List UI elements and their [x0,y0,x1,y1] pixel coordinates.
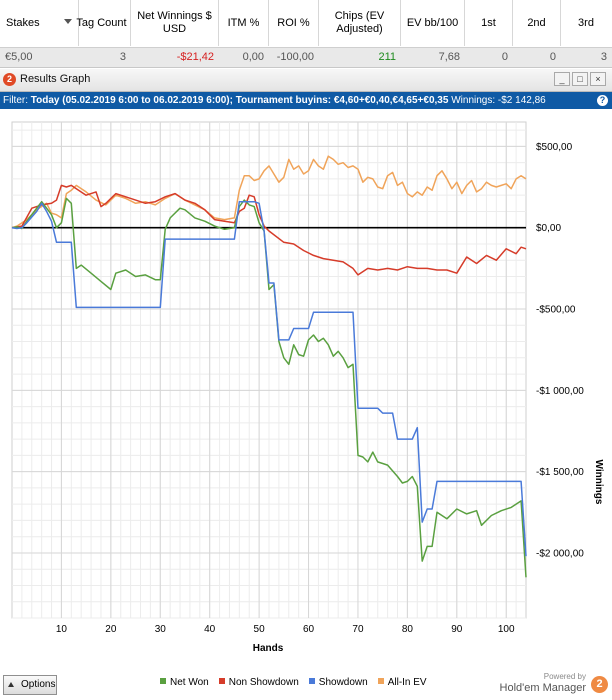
x-tick-label: 40 [204,624,216,635]
cell-ev-bb100: 7,68 [438,51,460,63]
chart-grid [11,121,527,619]
column-header-ev-bb100[interactable]: EV bb/100 [401,0,465,46]
minimize-button[interactable]: _ [554,72,570,86]
x-tick-label: 30 [155,624,167,635]
maximize-button[interactable]: □ [572,72,588,86]
column-header-stakes[interactable]: Stakes [0,0,79,46]
filter-label: Filter: [3,95,31,106]
y-axis-ticks: $500,00 $0,00 -$500,00 -$1 000,00 -$1 500,00… [536,142,584,560]
column-header-3rd[interactable]: 3rd [578,16,594,29]
series-line-all-in-ev [11,155,527,229]
column-header-net-winnings[interactable]: Net Winnings $ USD [131,0,219,46]
y-axis-label: Winnings [593,460,604,505]
series-line-showdown [11,200,527,557]
y-tick-label: $0,00 [536,223,561,234]
legend-item: All-In EV [377,677,427,688]
legend-label: Net Won [170,677,209,688]
table-row[interactable]: €5,00 3 -$21,42 0,00 -100,00 211 7,68 0 … [0,47,612,67]
cell-1st: 0 [501,51,508,63]
x-tick-label: 90 [451,624,463,635]
help-icon[interactable]: ? [597,95,608,106]
legend-item: Non Showdown [218,677,299,688]
cell-itm: 0,00 [242,51,264,63]
column-header-2nd[interactable]: 2nd [513,0,561,46]
chart-series [11,155,527,578]
x-axis-label: Hands [253,643,284,654]
cell-stakes: €5,00 [5,51,33,63]
filter-date: Today (05.02.2019 6:00 to 06.02.2019 6:0… [30,95,233,106]
powered-by-text: Powered by [543,672,586,681]
close-button[interactable]: × [590,72,606,86]
column-header-chips-ev[interactable]: Chips (EV Adjusted) [319,0,401,46]
cell-3rd: 3 [600,51,607,63]
window-title: Results Graph [20,73,91,85]
column-header-itm[interactable]: ITM % [219,0,269,46]
bottom-bar: Options Net Won Non Showdown Showdown All-I… [0,670,612,700]
filter-buyins: Tournament buyins: €4,60+€0,40,€4,65+€0,… [235,95,449,106]
x-tick-label: 50 [254,624,266,635]
x-tick-label: 10 [56,624,68,635]
legend-swatch [160,678,166,685]
y-tick-label: -$1 000,00 [536,386,584,397]
y-tick-label: -$2 000,00 [536,548,584,559]
x-tick-label: 100 [498,624,515,635]
filter-winnings: Winnings: -$2 142,86 [451,95,546,106]
column-header-1st[interactable]: 1st [465,0,513,46]
sort-arrow-icon[interactable] [64,19,72,24]
window-title-bar[interactable]: 2 Results Graph _ □ × [0,69,612,92]
y-tick-label: -$1 500,00 [536,467,584,478]
series-line-non-showdown [11,184,527,276]
legend-item: Showdown [308,677,368,688]
series-line-net-won [11,197,527,578]
y-tick-label: -$500,00 [536,305,576,316]
results-graph[interactable]: $500,00 $0,00 -$500,00 -$1 000,00 -$1 500,00… [0,110,612,670]
x-tick-label: 80 [402,624,414,635]
x-tick-label: 60 [303,624,315,635]
cell-net-winnings: -$21,42 [176,51,214,63]
cell-chips-ev: 211 [378,51,396,63]
column-header-roi[interactable]: ROI % [269,0,319,46]
legend-label: Non Showdown [228,677,299,688]
legend-item: Net Won [160,677,209,688]
cell-2nd: 0 [549,51,556,63]
brand: Powered by Hold'em Manager [500,672,586,695]
x-axis-ticks: 10 20 30 40 50 60 70 80 90 100 [56,624,515,635]
results-chart: $500,00 $0,00 -$500,00 -$1 000,00 -$1 500,00… [11,121,604,654]
x-tick-label: 70 [352,624,364,635]
column-header-tag-count[interactable]: Tag Count [73,0,131,46]
chart-legend: Net Won Non Showdown Showdown All-In EV [160,677,437,691]
options-button[interactable]: Options [3,675,57,695]
legend-swatch [308,678,315,685]
legend-label: All-In EV [387,677,427,688]
filter-bar[interactable]: Filter: Today (05.02.2019 6:00 to 06.02.… [0,92,612,109]
legend-swatch [377,678,384,685]
x-tick-label: 20 [105,624,117,635]
holdem-manager-logo: 2 [591,676,608,693]
brand-name: Hold'em Manager [499,682,586,694]
legend-swatch [218,678,225,685]
legend-label: Showdown [318,677,368,688]
holdem-manager-icon: 2 [3,73,16,86]
stats-table: Stakes Tag Count Net Winnings $ USD ITM … [0,0,612,68]
triangle-up-icon [8,682,14,687]
cell-roi: -100,00 [276,51,314,63]
cell-tag-count: 3 [119,51,126,63]
y-tick-label: $500,00 [536,142,573,153]
